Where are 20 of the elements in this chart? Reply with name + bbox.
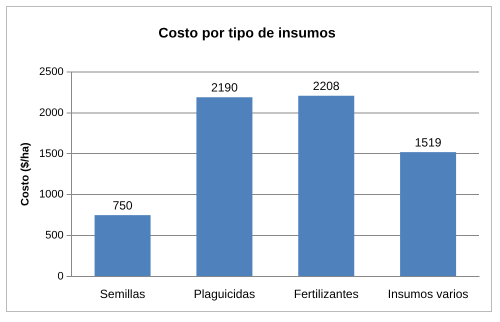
data-label: 1519	[414, 135, 442, 150]
y-tick-label: 2000	[39, 106, 64, 119]
chart-title: Costo por tipo de insumos	[158, 24, 336, 40]
y-tick-label: 1000	[39, 188, 64, 201]
bar	[298, 96, 354, 276]
bar	[196, 97, 252, 276]
x-tick-label: Fertilizantes	[294, 287, 359, 302]
data-label: 750	[112, 198, 133, 212]
y-tick-label: 0	[58, 270, 64, 283]
x-tick-label: Plaguicidas	[194, 287, 256, 302]
x-tick-label: Semillas	[100, 287, 146, 302]
bar	[94, 215, 151, 276]
x-tick-label: Insumos varios	[388, 287, 468, 302]
data-label: 2208	[312, 79, 340, 94]
y-tick-label: 1500	[39, 148, 64, 160]
bar	[400, 152, 456, 276]
y-tick-label: 2500	[39, 66, 64, 78]
y-axis-title: Costo ($/ha)	[20, 142, 32, 206]
y-tick-label: 500	[45, 230, 64, 242]
data-label: 2190	[211, 80, 238, 95]
